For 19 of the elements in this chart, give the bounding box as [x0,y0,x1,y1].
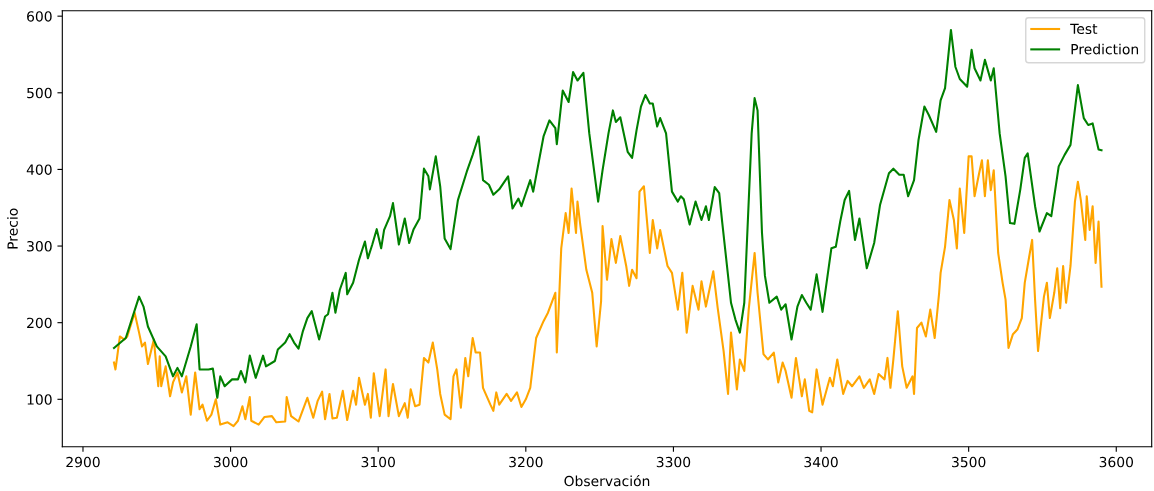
y-tick-label: 300 [27,241,52,252]
y-axis-title: Precio [7,208,18,249]
x-tick-label: 3600 [1099,456,1134,468]
y-tick-label: 400 [26,164,52,175]
x-tick-label: 3000 [213,456,248,468]
x-tick-label: 3400 [804,456,838,468]
x-tick-label: 3300 [656,456,691,468]
x-tick-label: 2900 [66,456,100,468]
y-tick-label: 200 [27,317,52,329]
legend-label: Prediction [1071,43,1139,55]
line-series [112,155,1103,428]
y-tick-label: 100 [27,394,52,405]
legend-label: Test [1070,23,1098,35]
x-axis-title: Observación [564,474,650,487]
x-tick-label: 3100 [361,456,395,468]
x-tick-label: 3200 [509,456,543,468]
y-tick-label: 500 [27,87,52,99]
y-tick-label: 600 [27,11,52,22]
x-tick-label: 3500 [952,456,986,468]
